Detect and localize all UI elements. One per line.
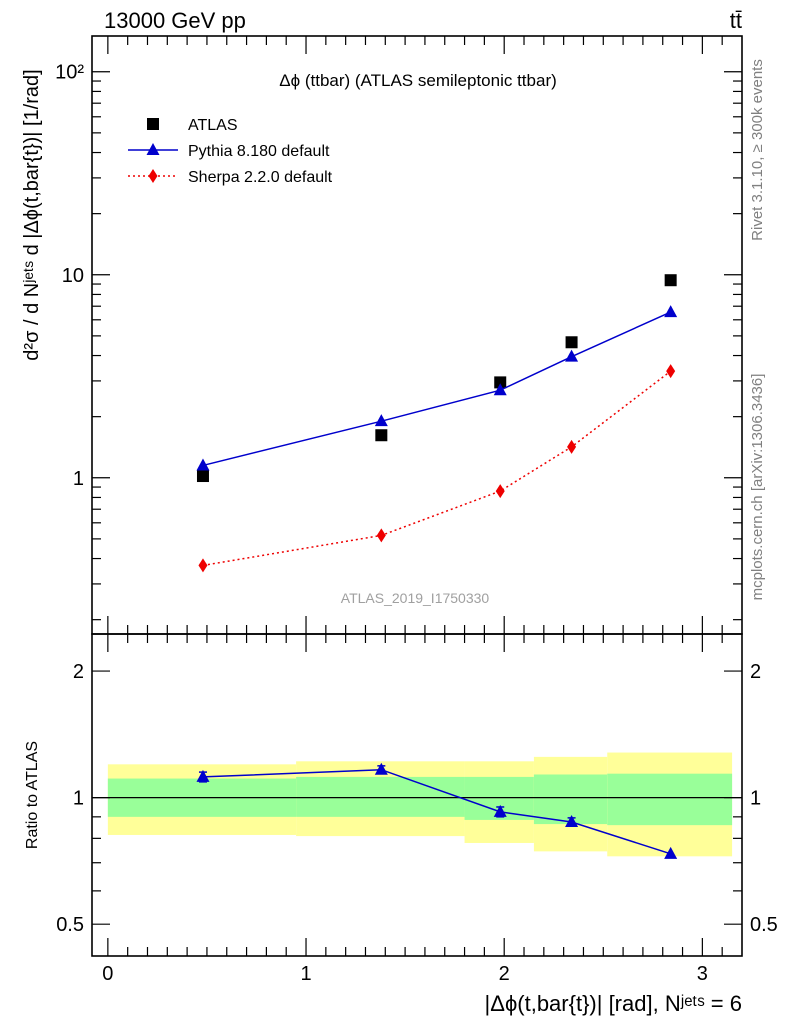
ratio-data-point bbox=[664, 846, 678, 859]
analysis-label: ATLAS_2019_I1750330 bbox=[341, 590, 490, 606]
legend-marker bbox=[147, 118, 159, 130]
ratio-ticks: 0.5 0.5 1 1 2 2 0 1 2 3 bbox=[56, 634, 778, 985]
ratio-y-tick-label-right: 2 bbox=[750, 661, 761, 683]
series-line-2 bbox=[202, 370, 672, 567]
data-point-1 bbox=[664, 305, 678, 318]
ratio-panel-frame bbox=[91, 633, 743, 957]
x-tick-label: 2 bbox=[499, 963, 510, 985]
ratio-y-tick-label: 1 bbox=[73, 788, 84, 810]
ratio-panel: 0.5 0.5 1 1 2 2 0 1 2 3 Ratio to ATLAS |Δϕ(t,bar{… bbox=[24, 633, 778, 1016]
legend-marker bbox=[148, 169, 158, 183]
data-point-2 bbox=[198, 558, 208, 573]
ratio-bands bbox=[107, 752, 733, 857]
data-point-2 bbox=[495, 484, 505, 499]
legend-entry: ATLAS bbox=[188, 117, 238, 134]
energy-label: 13000 GeV pp bbox=[104, 8, 246, 33]
ratio-y-tick-label: 2 bbox=[73, 661, 84, 683]
main-panel: 1 10 10² Δϕ (ttbar) (ATLAS semileptonic tt… bbox=[21, 35, 743, 635]
ratio-data-point bbox=[196, 769, 210, 782]
data-point-1 bbox=[565, 349, 579, 362]
data-point-0 bbox=[375, 429, 388, 442]
data-point-0 bbox=[196, 470, 209, 483]
data-point-0 bbox=[565, 336, 578, 349]
ratio-data-point bbox=[565, 814, 579, 827]
main-y-tick-label: 10 bbox=[62, 265, 84, 287]
x-axis-label: |Δϕ(t,bar{t})| [rad], Nʲᵉᵗˢ = 6 bbox=[485, 991, 742, 1016]
ratio-data-point bbox=[493, 804, 507, 817]
data-point-2 bbox=[567, 439, 577, 454]
main-y-tick-label: 1 bbox=[73, 468, 84, 490]
main-series bbox=[196, 274, 678, 573]
main-ticks: 1 10 10² bbox=[55, 36, 742, 634]
uncertainty-band-inner bbox=[533, 774, 608, 825]
ratio-y-tick-label-right: 1 bbox=[750, 788, 761, 810]
x-tick-label: 0 bbox=[102, 963, 113, 985]
rivet-label: Rivet 3.1.10, ≥ 300k events bbox=[749, 59, 766, 241]
ratio-y-tick-label-right: 0.5 bbox=[750, 914, 778, 936]
data-point-1 bbox=[374, 414, 388, 427]
legend-marker bbox=[146, 143, 160, 155]
data-point-0 bbox=[494, 376, 507, 389]
series-line-1 bbox=[202, 311, 671, 467]
legend: ATLAS Pythia 8.180 default Sherpa 2.2.0 de… bbox=[128, 117, 333, 186]
main-title: Δϕ (ttbar) (ATLAS semileptonic ttbar) bbox=[279, 71, 557, 90]
legend-entry: Sherpa 2.2.0 default bbox=[188, 169, 333, 186]
data-point-1 bbox=[196, 458, 210, 471]
data-point-2 bbox=[666, 364, 676, 379]
ratio-y-axis-label: Ratio to ATLAS bbox=[24, 741, 41, 849]
data-point-1 bbox=[493, 383, 507, 396]
ratio-data-point bbox=[374, 762, 388, 775]
ratio-series bbox=[196, 762, 678, 859]
ratio-y-tick-label: 0.5 bbox=[56, 914, 84, 936]
main-y-axis-label: d²σ / d Nʲᵉᵗˢ d |Δϕ(t,bar{t})| [1/rad] bbox=[21, 69, 43, 360]
uncertainty-band-inner bbox=[607, 773, 733, 826]
x-tick-label: 1 bbox=[300, 963, 311, 985]
x-tick-label: 3 bbox=[697, 963, 708, 985]
uncertainty-band-inner bbox=[296, 776, 465, 817]
legend-entry: Pythia 8.180 default bbox=[188, 143, 330, 160]
data-point-0 bbox=[664, 274, 677, 287]
main-y-tick-label: 10² bbox=[55, 62, 84, 84]
mcplots-label: mcplots.cern.ch [arXiv:1306.3436] bbox=[749, 374, 766, 601]
data-point-2 bbox=[376, 528, 386, 543]
process-label: tt̄ bbox=[730, 8, 742, 33]
